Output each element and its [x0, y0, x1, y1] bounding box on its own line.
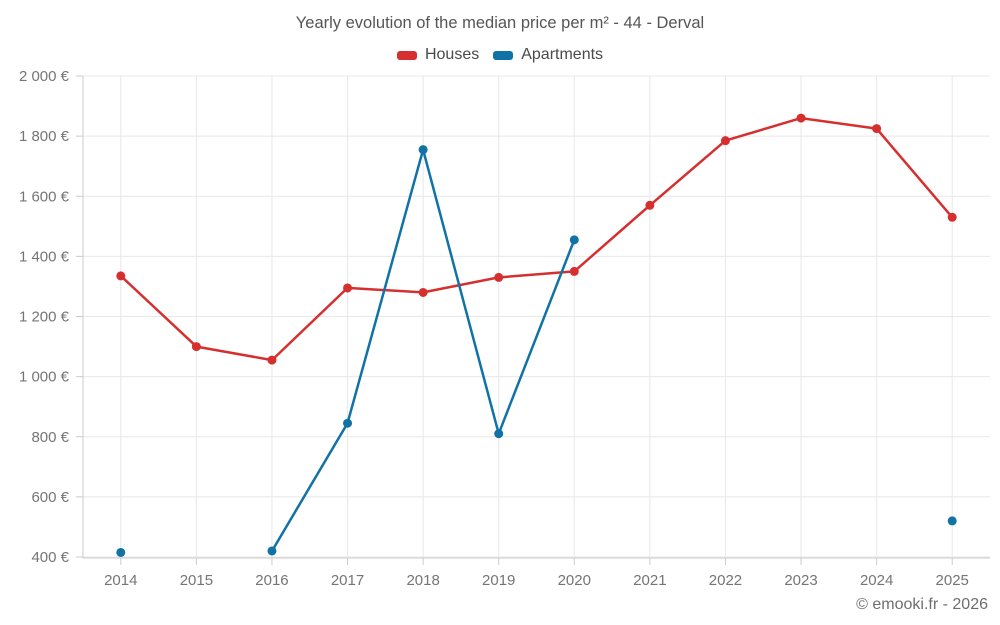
legend-item-apartments[interactable]: Apartments	[493, 46, 603, 64]
x-tick-label-2024: 2024	[860, 572, 893, 589]
houses-point-2018[interactable]	[418, 287, 428, 297]
apartments-point-2025[interactable]	[947, 516, 957, 526]
apartments-point-2020[interactable]	[569, 235, 579, 245]
apartments-line	[272, 150, 952, 551]
x-tick-label-2019: 2019	[482, 572, 515, 589]
houses-point-2021[interactable]	[645, 200, 655, 210]
apartments-point-2016[interactable]	[267, 546, 277, 556]
apartments-point-2018[interactable]	[418, 145, 428, 155]
y-tick-label-1000: 1 000 €	[19, 369, 70, 386]
x-tick-label-2020: 2020	[558, 572, 591, 589]
apartments-legend-swatch-icon	[493, 50, 514, 60]
x-tick-label-2021: 2021	[633, 572, 666, 589]
houses-point-2023[interactable]	[796, 113, 806, 123]
y-tick-label-400: 400 €	[31, 549, 69, 566]
apartments-point-2014[interactable]	[116, 547, 126, 557]
houses-point-2022[interactable]	[720, 136, 730, 146]
x-tick-label-2015: 2015	[180, 572, 213, 589]
houses-point-2025[interactable]	[947, 212, 957, 222]
apartments-point-2019[interactable]	[494, 429, 504, 439]
houses-legend-label: Houses	[424, 46, 480, 63]
footer-credit: © emooki.fr - 2026	[856, 596, 988, 613]
apartments-legend-label: Apartments	[521, 46, 604, 63]
y-tick-label-800: 800 €	[31, 429, 69, 446]
chart-title: Yearly evolution of the median price per…	[295, 14, 705, 32]
y-tick-label-1600: 1 600 €	[19, 188, 70, 205]
houses-line	[119, 116, 954, 362]
x-tick-label-2023: 2023	[784, 572, 817, 589]
x-tick-label-2018: 2018	[406, 572, 439, 589]
houses-point-2024[interactable]	[872, 124, 882, 134]
x-tick-label-2014: 2014	[104, 572, 137, 589]
x-tick-label-2016: 2016	[255, 572, 288, 589]
x-tick-label-2025: 2025	[936, 572, 969, 589]
y-tick-label-1800: 1 800 €	[19, 128, 70, 145]
y-tick-label-600: 600 €	[31, 489, 69, 506]
y-tick-label-1200: 1 200 €	[19, 309, 70, 326]
x-tick-label-2022: 2022	[709, 572, 742, 589]
y-tick-label-2000: 2 000 €	[19, 68, 70, 85]
houses-point-2019[interactable]	[494, 272, 504, 282]
houses-legend-swatch-icon	[396, 50, 417, 60]
y-tick-label-1400: 1 400 €	[19, 248, 70, 265]
houses-point-2015[interactable]	[191, 342, 201, 352]
legend-item-houses[interactable]: Houses	[396, 46, 480, 64]
x-tick-label-2017: 2017	[331, 572, 364, 589]
apartments-point-2017[interactable]	[343, 418, 353, 428]
legend: Houses Apartments	[0, 46, 1000, 64]
houses-point-2014[interactable]	[116, 271, 126, 281]
houses-point-2017[interactable]	[343, 283, 353, 293]
houses-point-2016[interactable]	[267, 355, 277, 365]
houses-point-2020[interactable]	[569, 266, 579, 276]
